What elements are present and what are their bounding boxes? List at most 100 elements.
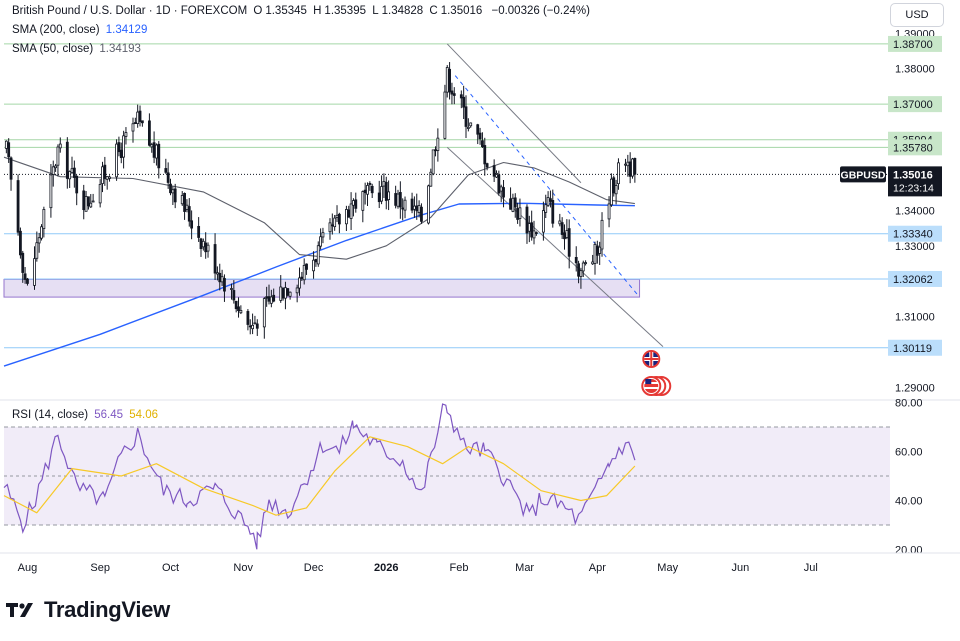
- candle[interactable]: [614, 179, 618, 205]
- candle[interactable]: [387, 180, 391, 211]
- candle[interactable]: [87, 196, 90, 210]
- candle[interactable]: [525, 204, 529, 244]
- level-label-1.35780[interactable]: 1.35780: [888, 139, 942, 156]
- candle[interactable]: [49, 164, 53, 218]
- level-label-1.33340[interactable]: 1.33340: [888, 225, 942, 242]
- candle[interactable]: [584, 260, 588, 266]
- channel-upper-line[interactable]: [446, 43, 582, 184]
- candle[interactable]: [295, 284, 299, 303]
- candle[interactable]: [469, 122, 473, 128]
- level-label-1.30119[interactable]: 1.30119: [888, 339, 942, 356]
- candle[interactable]: [68, 170, 72, 189]
- symbol-title[interactable]: British Pound / U.S. Dollar · 1D · FOREX…: [12, 5, 248, 17]
- rsi-ma-line[interactable]: [3, 436, 636, 516]
- candle[interactable]: [19, 227, 22, 259]
- candle[interactable]: [316, 241, 320, 267]
- candle[interactable]: [40, 224, 43, 241]
- candle[interactable]: [164, 158, 168, 174]
- channel-lower-line[interactable]: [446, 146, 664, 348]
- rsi-panel[interactable]: 80.00 60.00 40.00 20.00: [0, 397, 960, 557]
- candle[interactable]: [54, 163, 57, 172]
- currency-button[interactable]: USD: [890, 3, 944, 27]
- support-zone[interactable]: [3, 278, 641, 298]
- descending-channel[interactable]: [446, 43, 664, 348]
- candle[interactable]: [579, 267, 583, 289]
- candle[interactable]: [234, 300, 238, 313]
- candle[interactable]: [431, 149, 435, 176]
- candle[interactable]: [157, 141, 161, 179]
- candle[interactable]: [124, 127, 128, 145]
- candle[interactable]: [272, 288, 276, 303]
- candle[interactable]: [370, 183, 374, 199]
- candle[interactable]: [380, 175, 383, 205]
- candle[interactable]: [122, 130, 126, 169]
- candle[interactable]: [464, 95, 468, 139]
- candle[interactable]: [298, 267, 301, 296]
- candle[interactable]: [305, 263, 308, 275]
- candle[interactable]: [288, 291, 292, 300]
- candle[interactable]: [262, 297, 266, 339]
- candle[interactable]: [462, 85, 466, 120]
- candle[interactable]: [115, 139, 118, 181]
- candle[interactable]: [361, 190, 365, 223]
- candle[interactable]: [532, 220, 536, 245]
- candle[interactable]: [131, 117, 135, 143]
- candle[interactable]: [476, 123, 480, 145]
- sma50-line[interactable]: [3, 156, 635, 260]
- candle[interactable]: [232, 280, 236, 304]
- candle[interactable]: [534, 231, 538, 236]
- candle[interactable]: [103, 156, 107, 186]
- candle[interactable]: [98, 179, 102, 208]
- candle[interactable]: [223, 274, 226, 302]
- candle[interactable]: [246, 309, 250, 331]
- candle[interactable]: [312, 251, 315, 279]
- candlesticks[interactable]: [4, 62, 637, 339]
- candle[interactable]: [237, 297, 240, 318]
- candle[interactable]: [436, 128, 440, 162]
- candle[interactable]: [631, 157, 634, 179]
- candle[interactable]: [89, 194, 93, 208]
- candle[interactable]: [251, 313, 254, 335]
- candle[interactable]: [384, 176, 388, 210]
- candle[interactable]: [492, 159, 496, 183]
- candle[interactable]: [581, 260, 585, 278]
- candle[interactable]: [286, 288, 290, 297]
- candle[interactable]: [410, 192, 414, 214]
- candle[interactable]: [239, 305, 243, 315]
- candle[interactable]: [574, 246, 578, 272]
- candle[interactable]: [513, 193, 517, 218]
- candle[interactable]: [173, 183, 177, 209]
- candle[interactable]: [51, 160, 55, 187]
- candle[interactable]: [549, 190, 552, 208]
- ticker-tag[interactable]: GBPUSD: [840, 166, 886, 183]
- candle[interactable]: [567, 219, 571, 269]
- candle[interactable]: [140, 120, 144, 127]
- candle[interactable]: [9, 156, 13, 191]
- candle[interactable]: [485, 162, 489, 171]
- candle[interactable]: [478, 127, 482, 145]
- candle[interactable]: [26, 277, 29, 286]
- candle[interactable]: [452, 87, 456, 105]
- sma200-line[interactable]: [3, 202, 635, 367]
- sma50-legend[interactable]: SMA (50, close) 1.34193: [12, 43, 144, 55]
- candle[interactable]: [42, 206, 46, 238]
- tradingview-logo[interactable]: TradingView: [6, 596, 170, 624]
- candle[interactable]: [253, 315, 257, 325]
- candle[interactable]: [398, 181, 402, 219]
- candle[interactable]: [166, 162, 170, 189]
- candle[interactable]: [148, 113, 151, 147]
- candle[interactable]: [600, 212, 604, 257]
- candle[interactable]: [190, 210, 194, 240]
- time-axis[interactable]: Aug Sep Oct Nov Dec 2026 Feb Mar Apr May Jun Jul: [0, 552, 960, 574]
- candle[interactable]: [530, 210, 534, 241]
- us-flag-icon[interactable]: [641, 376, 672, 396]
- candle[interactable]: [255, 319, 259, 336]
- candle[interactable]: [33, 246, 36, 290]
- candle[interactable]: [230, 283, 233, 300]
- candle[interactable]: [544, 194, 548, 219]
- candle[interactable]: [108, 175, 111, 182]
- candle[interactable]: [466, 118, 470, 132]
- level-label-1.37000[interactable]: 1.37000: [888, 96, 942, 113]
